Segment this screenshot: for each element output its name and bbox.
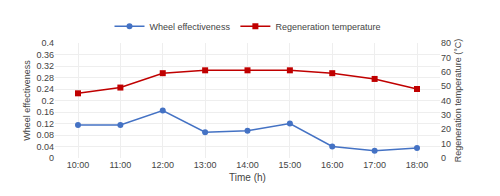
svg-text:12:00: 12:00 <box>151 160 174 170</box>
svg-text:0.08: 0.08 <box>36 130 54 140</box>
svg-text:0.24: 0.24 <box>36 84 54 94</box>
svg-text:14:00: 14:00 <box>236 160 259 170</box>
svg-text:80: 80 <box>441 38 451 48</box>
svg-text:10:00: 10:00 <box>67 160 90 170</box>
svg-text:20: 20 <box>441 124 451 134</box>
svg-text:40: 40 <box>441 96 451 106</box>
svg-text:0.32: 0.32 <box>36 61 54 71</box>
svg-text:0.16: 0.16 <box>36 107 54 117</box>
svg-text:60: 60 <box>441 67 451 77</box>
svg-text:70: 70 <box>441 53 451 63</box>
svg-text:0: 0 <box>441 153 446 163</box>
svg-text:Regeneration temperature (°C): Regeneration temperature (°C) <box>453 39 463 163</box>
svg-text:0: 0 <box>49 153 54 163</box>
svg-text:11:00: 11:00 <box>109 160 131 170</box>
svg-text:17:00: 17:00 <box>363 160 386 170</box>
svg-text:Time (h): Time (h) <box>229 172 266 183</box>
svg-text:30: 30 <box>441 110 451 120</box>
svg-text:18:00: 18:00 <box>406 160 429 170</box>
svg-text:15:00: 15:00 <box>279 160 302 170</box>
svg-text:Wheel effectiveness: Wheel effectiveness <box>22 60 32 141</box>
svg-text:50: 50 <box>441 81 451 91</box>
svg-text:16:00: 16:00 <box>321 160 344 170</box>
svg-text:0.12: 0.12 <box>36 119 54 129</box>
svg-text:0.4: 0.4 <box>41 38 54 48</box>
svg-text:0.2: 0.2 <box>41 96 54 106</box>
svg-text:10: 10 <box>441 139 451 149</box>
svg-text:0.04: 0.04 <box>36 142 54 152</box>
svg-text:Regeneration temperature: Regeneration temperature <box>275 22 380 32</box>
svg-text:0.36: 0.36 <box>36 50 54 60</box>
svg-text:13:00: 13:00 <box>194 160 217 170</box>
svg-text:0.28: 0.28 <box>36 73 54 83</box>
svg-text:Wheel effectiveness: Wheel effectiveness <box>150 22 231 32</box>
